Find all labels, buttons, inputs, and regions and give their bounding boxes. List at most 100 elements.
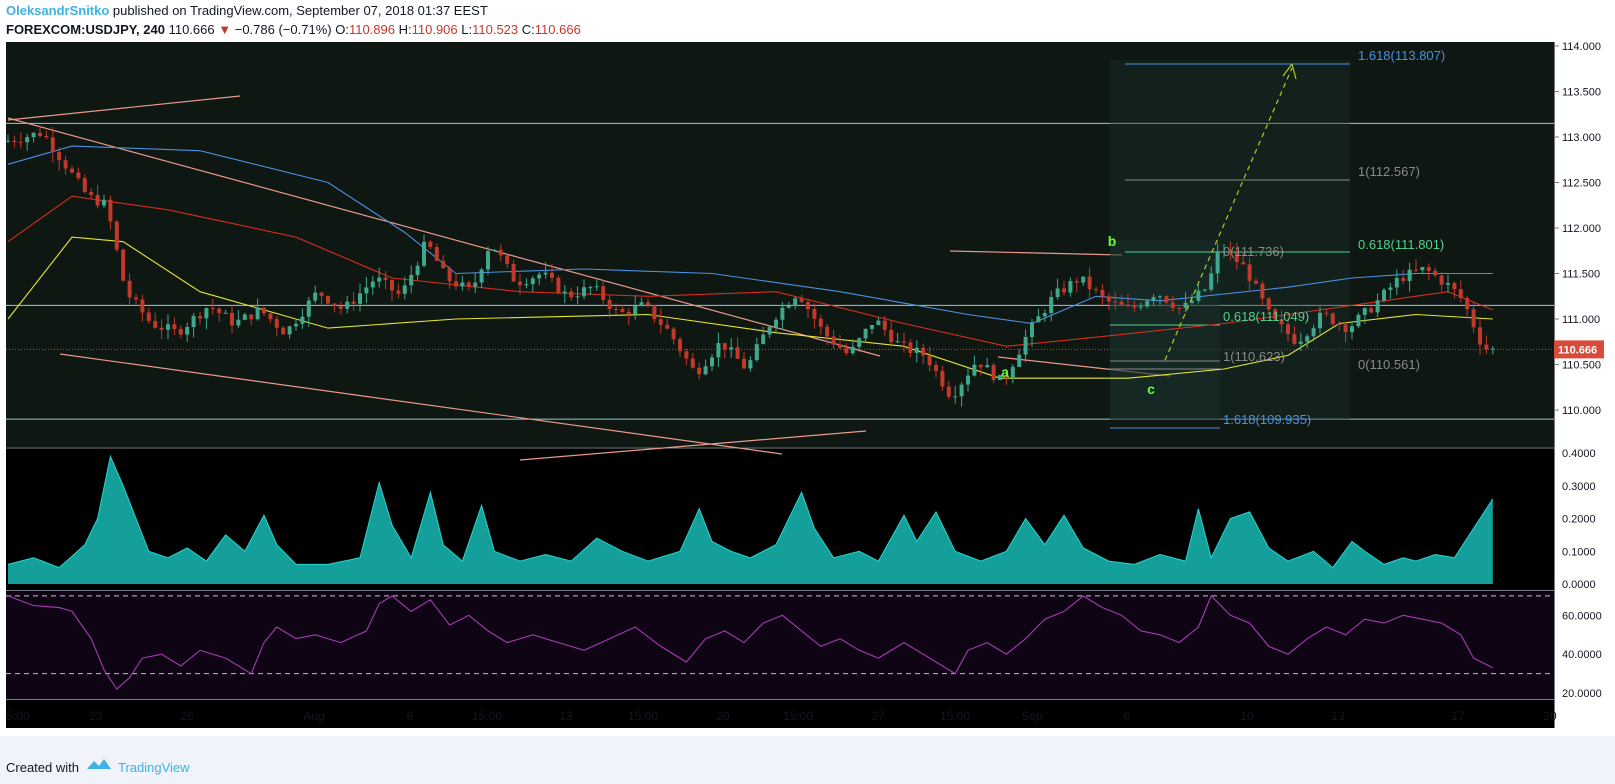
candle-body [799,298,804,303]
candle-body [134,297,138,300]
chart-canvas[interactable]: a b c 1.618(113.807) 1(112.567) 0(111.736) 0.… [0,42,1615,736]
candle-body [1023,336,1028,355]
high-label: H: [398,22,412,37]
time-tick-label: 20 [716,709,730,723]
fibonacci-labels: 1.618(113.807) 1(112.567) 0(111.736) 0.618(… [1223,48,1445,427]
candle-body [690,358,695,368]
candle-body [1292,334,1297,344]
candle-body [1132,305,1137,308]
rsi-axis[interactable]: 60.0000 40.0000 20.0000 [1562,610,1602,700]
time-tick-label: 20 [1543,709,1557,723]
candle-body [735,347,740,359]
candle-body [1138,306,1143,308]
candle-body [908,342,913,353]
candle-body [780,307,785,320]
tradingview-logo-icon[interactable] [86,756,112,772]
candle-body [294,323,298,327]
last-price-label: 110.666 [1554,340,1604,359]
candle-body [1081,276,1086,283]
candle-body [127,280,132,298]
trend-line-1 [7,95,241,121]
candle-body [876,320,881,326]
time-axis[interactable]: 5:00 23 26 Aug 6 15:00 13 15:00 20 15:00 27 15:00 Se… [6,709,1557,723]
candle-body [1094,289,1098,291]
candle-body [1010,366,1015,379]
candle-body [364,287,369,294]
price-tick-label: 112.500 [1562,178,1601,190]
candle-body [1458,289,1463,299]
price-pane [6,42,1554,447]
high-value: 110.906 [411,22,458,37]
candle-body [210,308,215,310]
candle-body [1241,262,1246,265]
candle-body [729,347,734,350]
time-tick-label: 15:00 [628,709,658,723]
trend-lines [7,95,1171,461]
price-tick-label: 112.000 [1562,223,1601,235]
candle-body [1369,308,1374,313]
candle-body [934,365,938,371]
candle-body [268,313,273,320]
candle-body [89,191,94,195]
candle-body [1279,319,1284,325]
candle-body [1196,290,1201,301]
candle-body [1439,275,1444,285]
candle-body [838,344,842,348]
candle-body [1049,297,1054,314]
author-link[interactable]: OleksandrSnitko [6,3,110,18]
time-tick-label: 23 [89,709,103,723]
candle-body [95,194,100,206]
time-tick-label: 13 [1331,709,1345,723]
candle-body [70,168,74,173]
candle-body [550,272,554,278]
fib-label-5: 0.618(111.049) [1223,309,1309,324]
volatility-tick-label: 0.0000 [1562,579,1596,591]
time-tick-label: 27 [871,709,885,723]
candle-body [1190,300,1194,303]
time-tick-label: Aug [303,709,324,723]
fib-label-1: 1.618(113.807) [1358,48,1445,63]
candle-body [313,292,318,301]
candle-body [409,275,414,286]
candle-body [1433,270,1438,276]
volatility-fill [8,456,1493,584]
candle-body [1343,324,1348,333]
candle-body [959,384,964,397]
candle-body [140,299,145,313]
candle-body [1004,374,1009,379]
trend-line-2 [7,117,881,357]
candle-body [825,326,830,337]
candle-body [121,249,126,281]
chart-footer: Created with TradingView [0,736,1615,784]
time-tick-label: 15:00 [783,709,813,723]
volatility-axis[interactable]: 0.4000 0.3000 0.2000 0.1000 0.0000 [1562,448,1596,591]
candle-body [108,199,113,222]
time-tick-label: 17 [1451,709,1465,723]
rsi-series-line [7,594,1494,691]
candle-body [1446,283,1450,285]
candle-body [556,277,561,293]
candle-body [396,290,401,294]
candle-body [588,287,593,289]
candle-body [1036,316,1041,323]
candle-body [1209,273,1214,290]
price-tick-label: 114.000 [1562,42,1601,53]
publish-line: OleksandrSnitko published on TradingView… [6,3,488,18]
low-value: 110.523 [472,22,519,37]
candle-body [249,314,254,320]
candle-body [473,282,478,287]
candle-body [1260,283,1265,299]
candle-body [1151,297,1156,301]
price-axis[interactable]: 114.000 113.500 113.000 112.500 112.000 111.5… [1554,42,1601,417]
price-tick-label: 110.500 [1562,360,1601,372]
candle-body [63,160,68,169]
candle-body [1324,312,1329,314]
candle-body [537,274,542,279]
tradingview-link[interactable]: TradingView [118,760,190,775]
horizontal-levels [6,122,1554,420]
candle-body [1055,288,1060,298]
candle-body [767,326,772,335]
candle-body [626,311,631,315]
candle-body [447,268,452,282]
created-with-label: Created with [6,760,79,775]
